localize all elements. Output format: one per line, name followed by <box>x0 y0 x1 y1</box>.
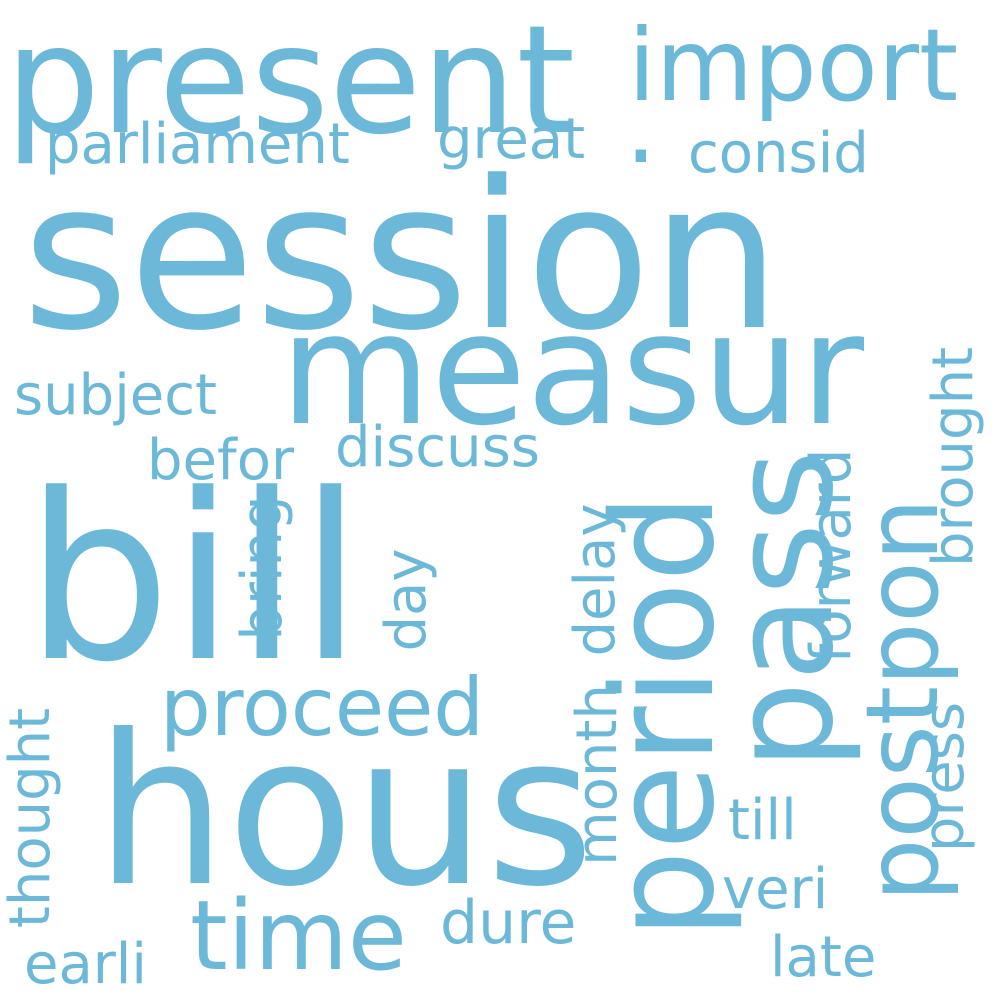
word-import: import <box>628 7 959 124</box>
word-hous: hous <box>95 691 595 933</box>
word-discuss: discuss <box>335 415 540 480</box>
word-dot-top: . <box>625 69 657 186</box>
word-day: day <box>374 548 439 652</box>
word-consid: consid <box>688 121 869 186</box>
word-till: till <box>728 788 797 853</box>
word-bill: bill <box>25 446 363 713</box>
word-bring: bring <box>230 495 295 641</box>
word-forward: forward <box>799 448 864 664</box>
word-time: time <box>190 880 407 992</box>
word-session: session <box>22 138 781 376</box>
word-parliament: parliament <box>45 112 350 177</box>
word-measur: measur <box>280 279 865 460</box>
word-present: present <box>5 0 576 168</box>
word-proceed: proceed <box>160 661 485 754</box>
word-press: press <box>912 701 977 853</box>
word-earli: earli <box>24 932 147 997</box>
word-subject: subject <box>14 363 217 428</box>
word-delay: delay <box>563 503 628 657</box>
word-brought: brought <box>921 346 986 568</box>
word-dure: dure <box>440 888 577 958</box>
word-befor: befor <box>147 428 294 493</box>
word-thought: thought <box>0 707 63 929</box>
word-veri: veri <box>722 857 829 922</box>
word-late: late <box>770 925 877 990</box>
word-great: great <box>437 107 586 172</box>
word-month: month <box>565 684 630 866</box>
